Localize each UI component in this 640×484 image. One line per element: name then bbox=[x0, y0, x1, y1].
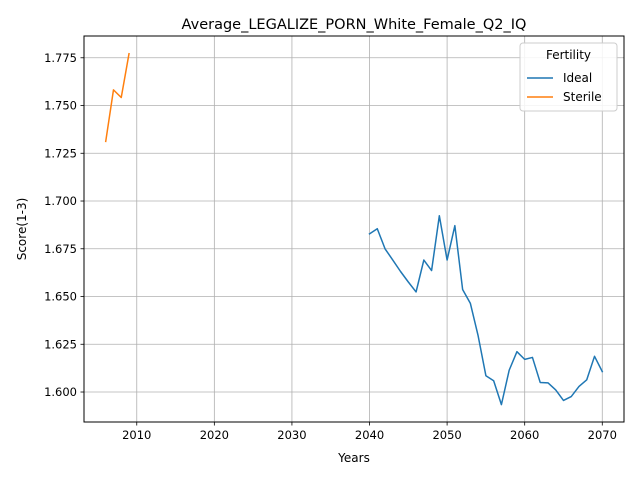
legend-entries: Ideal Sterile bbox=[527, 71, 602, 104]
series-line-sterile bbox=[104, 52, 130, 143]
chart-title: Average_LEGALIZE_PORN_White_Female_Q2_IQ bbox=[182, 17, 527, 33]
legend-box bbox=[519, 42, 618, 112]
legend-title: Fertility bbox=[546, 48, 591, 62]
legend: Fertility Ideal Sterile bbox=[519, 42, 618, 112]
y-tick-label: 1.625 bbox=[44, 337, 77, 351]
x-tick-label: 2030 bbox=[277, 428, 306, 442]
x-tick-label: 2020 bbox=[200, 428, 229, 442]
y-tick-label: 1.600 bbox=[44, 385, 77, 399]
legend-label-sterile: Sterile bbox=[563, 90, 602, 104]
y-tick-label: 1.675 bbox=[44, 242, 77, 256]
x-tick-label: 2060 bbox=[510, 428, 539, 442]
legend-label-ideal: Ideal bbox=[563, 71, 592, 85]
series-layer bbox=[104, 52, 604, 406]
x-tick-label: 2040 bbox=[355, 428, 384, 442]
x-tick-label: 2050 bbox=[432, 428, 461, 442]
y-tick-label: 1.700 bbox=[44, 194, 77, 208]
tick-layer: 2010 2020 2030 2040 2050 2060 2070 1.600 1.625 1.… bbox=[44, 51, 617, 442]
y-tick-label: 1.775 bbox=[44, 51, 77, 65]
y-tick-label: 1.650 bbox=[44, 290, 77, 304]
y-tick-label: 1.750 bbox=[44, 99, 77, 113]
x-axis-label: Years bbox=[337, 451, 370, 465]
x-tick-label: 2010 bbox=[122, 428, 151, 442]
y-tick-label: 1.725 bbox=[44, 146, 77, 160]
plot-area-frame bbox=[83, 35, 625, 423]
x-tick-label: 2070 bbox=[588, 428, 617, 442]
y-axis-label: Score(1-3) bbox=[15, 198, 29, 261]
series-line-ideal bbox=[368, 214, 604, 406]
